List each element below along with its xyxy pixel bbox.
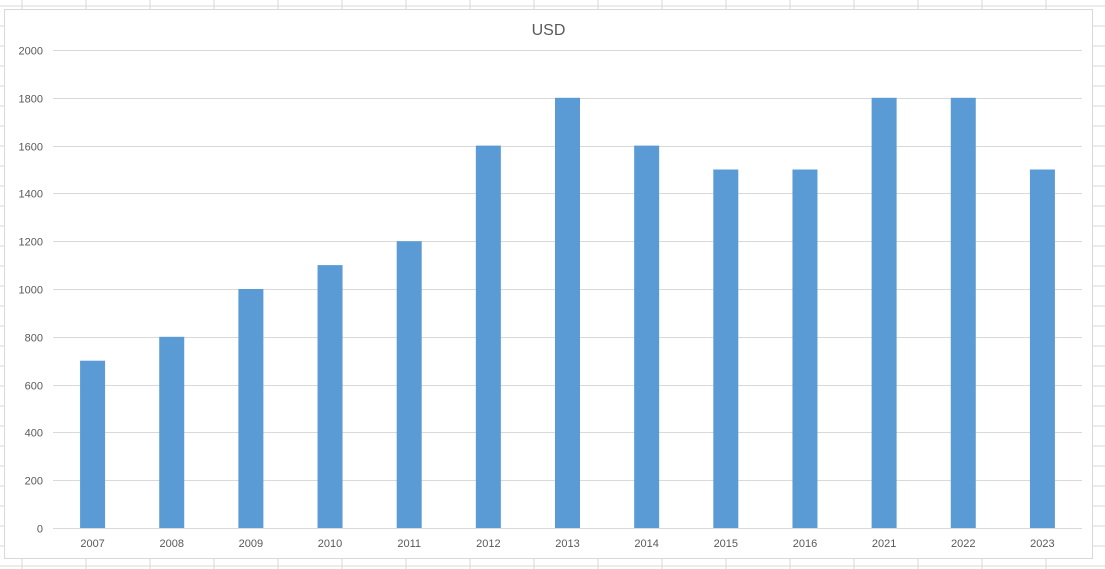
y-tick-label: 200 (25, 476, 43, 488)
bar-2021[interactable] (871, 97, 897, 529)
x-tick-label: 2021 (872, 538, 896, 550)
bar-2014[interactable] (634, 145, 660, 528)
x-tick-label: 2011 (397, 538, 421, 550)
y-tick-label: 0 (37, 524, 43, 536)
x-tick-label: 2013 (555, 538, 579, 550)
bar-2022[interactable] (950, 97, 976, 529)
y-tick-label: 1200 (19, 237, 43, 249)
y-tick-label: 600 (25, 381, 43, 393)
bar-2009[interactable] (238, 289, 264, 528)
x-tick-label: 2007 (80, 538, 104, 550)
bar-2012[interactable] (475, 145, 501, 528)
y-tick-label: 1600 (19, 142, 43, 154)
x-tick-label: 2016 (793, 538, 817, 550)
y-tick-label: 1400 (19, 189, 43, 201)
bar-2008[interactable] (159, 336, 185, 528)
x-tick-label: 2012 (476, 538, 500, 550)
bar-2010[interactable] (317, 265, 343, 528)
x-tick-label: 2022 (951, 538, 975, 550)
bar-2007[interactable] (80, 360, 106, 528)
x-tick-label: 2010 (318, 538, 342, 550)
bar-2013[interactable] (555, 97, 580, 529)
chart-title: USD (531, 22, 566, 39)
x-tick-label: 2015 (714, 538, 738, 550)
chart-area[interactable]: USD 0 200 400 600 800 1000 1200 1400 1600 1800 200… (4, 9, 1093, 559)
y-tick-label: 2000 (19, 46, 43, 58)
bar-chart: 0 200 400 600 800 1000 1200 1400 1600 1800 2000 200… (19, 46, 1082, 550)
y-tick-label: 400 (25, 428, 43, 440)
y-tick-label: 1000 (19, 285, 43, 297)
y-tick-label: 1800 (19, 94, 43, 106)
bar-2016[interactable] (792, 169, 818, 529)
x-tick-label: 2014 (634, 538, 658, 550)
bar-2015[interactable] (713, 169, 739, 529)
y-tick-label: 800 (25, 333, 43, 345)
x-tick-label: 2008 (159, 538, 183, 550)
bar-2011[interactable] (396, 241, 422, 528)
x-tick-label: 2009 (239, 538, 263, 550)
bar-2023[interactable] (1029, 169, 1055, 529)
x-tick-label: 2023 (1030, 538, 1054, 550)
